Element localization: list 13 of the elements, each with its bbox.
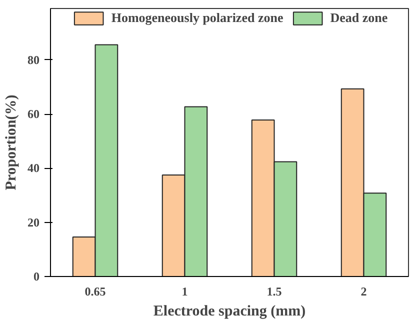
legend-label: Homogeneously polarized zone xyxy=(111,10,284,26)
x-tick-label: 1 xyxy=(182,284,188,298)
y-tick-label: 60 xyxy=(28,107,40,122)
y-tick-label: 20 xyxy=(28,215,40,230)
x-tick-label: 1.5 xyxy=(266,284,282,298)
y-tick-label: 0 xyxy=(34,270,40,284)
y-tick-label: 40 xyxy=(28,161,40,176)
y-axis-title: Proportion(%) xyxy=(4,94,20,190)
x-tick-label: 2 xyxy=(360,284,367,298)
x-axis-title: Electrode spacing (mm) xyxy=(153,304,306,320)
legend-label: Dead zone xyxy=(330,10,388,26)
x-tick-label: 0.65 xyxy=(84,284,106,298)
y-tick-label: 80 xyxy=(28,52,40,67)
